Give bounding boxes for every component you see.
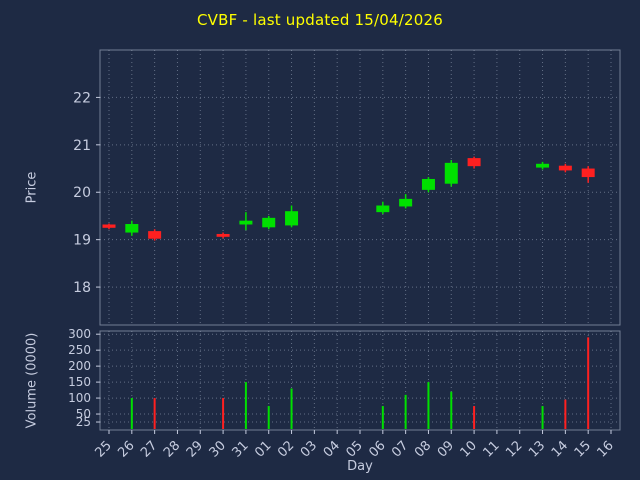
price-panel-border [99,49,621,326]
price-tick-label: 18 [73,280,91,296]
day-tick-label: 31 [229,438,251,460]
volume-tick-label: 200 [68,359,91,373]
day-tick-label: 29 [184,438,206,460]
day-tick-label: 09 [435,438,457,460]
candle-body [581,168,595,178]
candle-body [285,211,299,226]
candle-body [148,231,162,239]
candle-body [399,198,413,207]
day-tick-label: 06 [366,438,388,460]
day-tick-label: 01 [252,438,274,460]
candle-body [376,205,390,213]
volume-panel-border [99,330,621,431]
day-tick-label: 15 [572,438,594,460]
candle-body [216,233,230,237]
price-tick-label: 21 [73,138,91,154]
candle-body [125,224,139,233]
candle-body [444,162,458,184]
day-tick-label: 03 [298,438,320,460]
day-tick-label: 13 [526,438,548,460]
volume-tick-label: 25 [76,415,91,429]
day-tick-label: 28 [161,438,183,460]
day-tick-label: 12 [503,438,525,460]
candle-body [239,220,253,225]
day-tick-label: 16 [595,438,617,460]
day-tick-label: 11 [480,438,502,460]
day-tick-label: 08 [412,438,434,460]
price-tick-label: 22 [73,90,91,106]
day-tick-label: 02 [275,438,297,460]
day-tick-label: 25 [93,438,115,460]
day-tick-label: 05 [344,438,366,460]
day-tick-label: 10 [458,438,480,460]
candle-body [421,178,435,190]
volume-tick-label: 100 [68,391,91,405]
day-tick-label: 07 [389,438,411,460]
volume-tick-label: 300 [68,327,91,341]
day-tick-label: 04 [321,438,343,460]
chart-title: CVBF - last updated 15/04/2026 [196,11,444,29]
volume-tick-label: 150 [68,375,91,389]
candle-body [558,165,572,171]
candle-body [467,158,481,167]
volume-tick-label: 250 [68,343,91,357]
day-tick-label: 26 [115,438,137,460]
day-tick-label: 30 [207,438,229,460]
volume-tick-label: 50 [76,407,91,421]
x-axis-label: Day [347,459,373,474]
day-tick-label: 14 [549,438,571,460]
candle-body [262,217,276,228]
price-tick-label: 19 [73,233,91,249]
candle-body [536,163,550,168]
day-tick-label: 27 [138,438,160,460]
price-tick-label: 20 [73,185,91,201]
candle-body [102,224,116,228]
